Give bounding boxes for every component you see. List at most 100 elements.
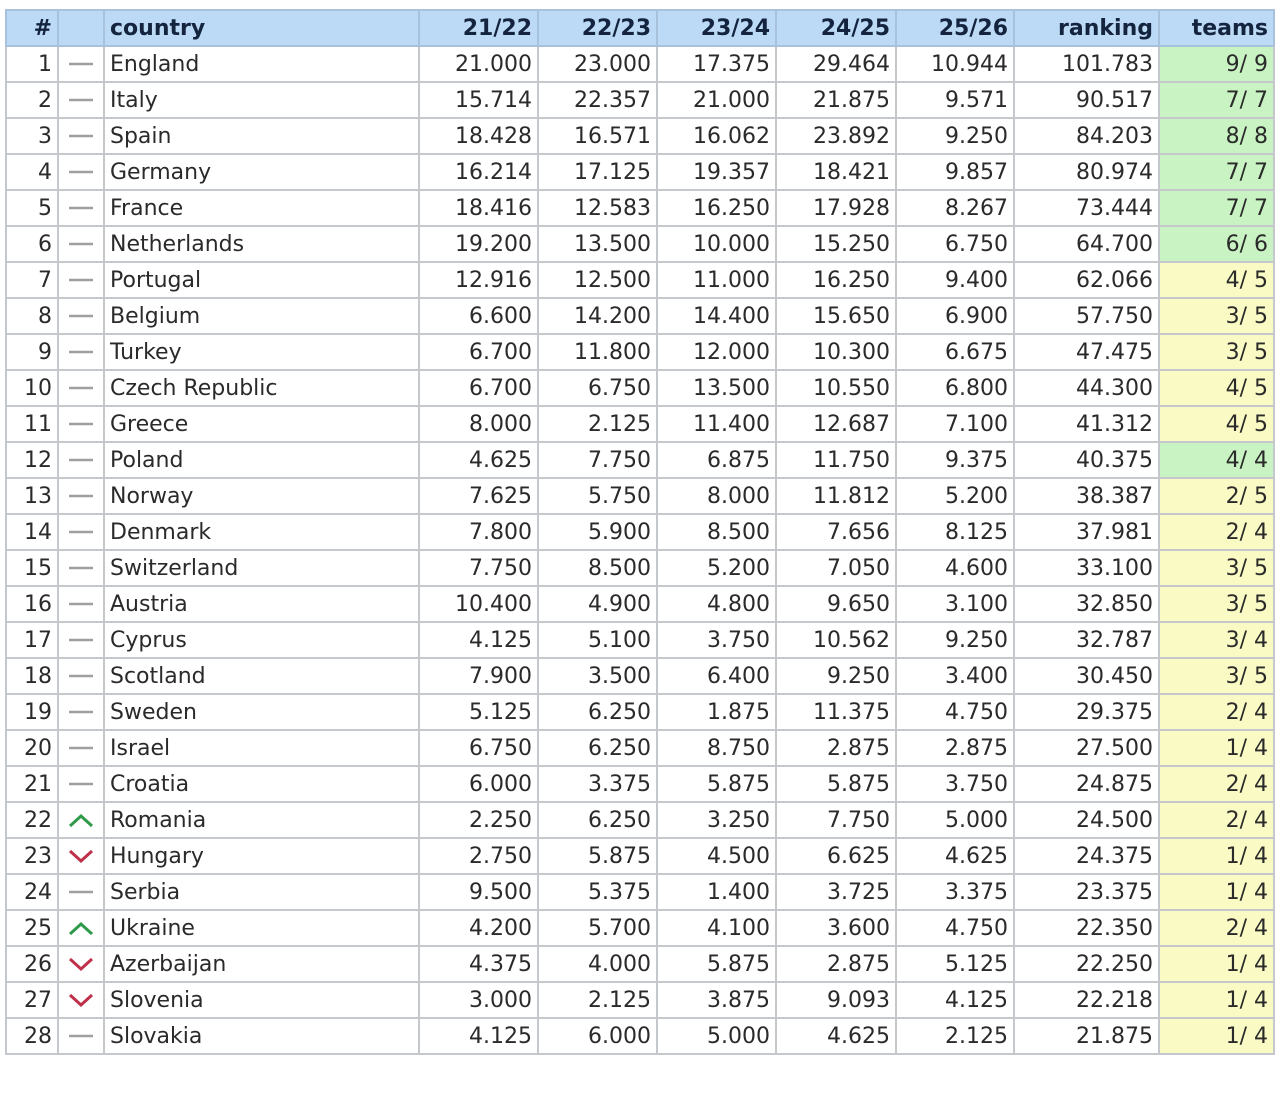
country-cell: Belgium [103, 297, 420, 335]
table-row: 26 Azerbaijan 4.375 4.000 5.875 2.875 5.125 22.… [5, 945, 1275, 983]
table-row: 22 Romania 2.250 6.250 3.250 7.750 5.000 24.500… [5, 801, 1275, 839]
season-21-22-cell: 4.125 [418, 621, 539, 659]
country-cell: Turkey [103, 333, 420, 371]
season-21-22-cell: 4.125 [418, 1017, 539, 1055]
season-25-26-cell: 10.944 [895, 45, 1015, 83]
season-22-23-cell: 7.750 [537, 441, 658, 479]
season-21-22-cell: 4.625 [418, 441, 539, 479]
table-row: 10 Czech Republic 6.700 6.750 13.500 10.550 6.… [5, 369, 1275, 407]
season-23-24-cell: 1.875 [656, 693, 777, 731]
season-21-22-cell: 8.000 [418, 405, 539, 443]
season-25-26-cell: 3.100 [895, 585, 1015, 623]
country-cell: Cyprus [103, 621, 420, 659]
season-22-23-cell: 14.200 [537, 297, 658, 335]
header-row: # country 21/22 22/23 23/24 24/25 25/26 … [5, 9, 1275, 47]
rank-cell: 16 [5, 585, 59, 623]
trend-cell [57, 981, 105, 1019]
ranking-cell: 24.375 [1013, 837, 1160, 875]
country-cell: Romania [103, 801, 420, 839]
header-ranking[interactable]: ranking [1013, 9, 1160, 47]
trend-down-icon [68, 993, 94, 1008]
country-cell: Azerbaijan [103, 945, 420, 983]
header-season-21-22[interactable]: 21/22 [418, 9, 539, 47]
trend-cell [57, 441, 105, 479]
ranking-cell: 84.203 [1013, 117, 1160, 155]
table-row: 23 Hungary 2.750 5.875 4.500 6.625 4.625 24.375… [5, 837, 1275, 875]
header-rank[interactable]: # [5, 9, 59, 47]
season-24-25-cell: 29.464 [775, 45, 897, 83]
table-row: 14 Denmark 7.800 5.900 8.500 7.656 8.125 37.981… [5, 513, 1275, 551]
season-22-23-cell: 12.583 [537, 189, 658, 227]
trend-cell [57, 549, 105, 587]
teams-cell: 3/ 5 [1158, 657, 1275, 695]
season-24-25-cell: 11.812 [775, 477, 897, 515]
ranking-cell: 47.475 [1013, 333, 1160, 371]
season-21-22-cell: 18.428 [418, 117, 539, 155]
ranking-cell: 62.066 [1013, 261, 1160, 299]
header-season-22-23[interactable]: 22/23 [537, 9, 658, 47]
season-23-24-cell: 12.000 [656, 333, 777, 371]
season-25-26-cell: 4.600 [895, 549, 1015, 587]
table-row: 15 Switzerland 7.750 8.500 5.200 7.050 4.600 33… [5, 549, 1275, 587]
trend-cell [57, 333, 105, 371]
season-23-24-cell: 16.062 [656, 117, 777, 155]
trend-cell [57, 513, 105, 551]
season-22-23-cell: 5.100 [537, 621, 658, 659]
country-cell: Israel [103, 729, 420, 767]
teams-cell: 4/ 5 [1158, 261, 1275, 299]
season-24-25-cell: 18.421 [775, 153, 897, 191]
header-season-25-26[interactable]: 25/26 [895, 9, 1015, 47]
table-row: 17 Cyprus 4.125 5.100 3.750 10.562 9.250 32.787… [5, 621, 1275, 659]
rank-cell: 27 [5, 981, 59, 1019]
season-25-26-cell: 3.750 [895, 765, 1015, 803]
season-21-22-cell: 5.125 [418, 693, 539, 731]
season-22-23-cell: 6.250 [537, 693, 658, 731]
teams-cell: 9/ 9 [1158, 45, 1275, 83]
trend-same-icon [69, 602, 93, 606]
teams-cell: 1/ 4 [1158, 729, 1275, 767]
country-cell: Sweden [103, 693, 420, 731]
season-25-26-cell: 5.200 [895, 477, 1015, 515]
trend-same-icon [69, 566, 93, 570]
table-row: 12 Poland 4.625 7.750 6.875 11.750 9.375 40.375… [5, 441, 1275, 479]
season-25-26-cell: 4.125 [895, 981, 1015, 1019]
season-25-26-cell: 4.750 [895, 693, 1015, 731]
header-country[interactable]: country [103, 9, 420, 47]
table-row: 16 Austria 10.400 4.900 4.800 9.650 3.100 32.85… [5, 585, 1275, 623]
season-21-22-cell: 4.200 [418, 909, 539, 947]
trend-cell [57, 621, 105, 659]
season-22-23-cell: 6.250 [537, 729, 658, 767]
rank-cell: 6 [5, 225, 59, 263]
trend-cell [57, 81, 105, 119]
season-22-23-cell: 6.250 [537, 801, 658, 839]
season-22-23-cell: 5.900 [537, 513, 658, 551]
teams-cell: 1/ 4 [1158, 837, 1275, 875]
header-season-23-24[interactable]: 23/24 [656, 9, 777, 47]
rank-cell: 4 [5, 153, 59, 191]
season-21-22-cell: 3.000 [418, 981, 539, 1019]
table-row: 8 Belgium 6.600 14.200 14.400 15.650 6.900 57.7… [5, 297, 1275, 335]
season-22-23-cell: 23.000 [537, 45, 658, 83]
trend-cell [57, 729, 105, 767]
header-teams[interactable]: teams [1158, 9, 1275, 47]
country-cell: Serbia [103, 873, 420, 911]
table-row: 27 Slovenia 3.000 2.125 3.875 9.093 4.125 22.21… [5, 981, 1275, 1019]
season-21-22-cell: 6.000 [418, 765, 539, 803]
teams-cell: 4/ 5 [1158, 369, 1275, 407]
season-21-22-cell: 6.750 [418, 729, 539, 767]
header-season-24-25[interactable]: 24/25 [775, 9, 897, 47]
season-23-24-cell: 4.100 [656, 909, 777, 947]
rank-cell: 7 [5, 261, 59, 299]
trend-same-icon [69, 170, 93, 174]
season-23-24-cell: 6.400 [656, 657, 777, 695]
teams-cell: 2/ 4 [1158, 765, 1275, 803]
season-22-23-cell: 5.700 [537, 909, 658, 947]
country-cell: Slovakia [103, 1017, 420, 1055]
season-24-25-cell: 9.250 [775, 657, 897, 695]
country-cell: Italy [103, 81, 420, 119]
season-21-22-cell: 7.625 [418, 477, 539, 515]
rank-cell: 2 [5, 81, 59, 119]
season-24-25-cell: 2.875 [775, 729, 897, 767]
season-23-24-cell: 17.375 [656, 45, 777, 83]
season-23-24-cell: 10.000 [656, 225, 777, 263]
